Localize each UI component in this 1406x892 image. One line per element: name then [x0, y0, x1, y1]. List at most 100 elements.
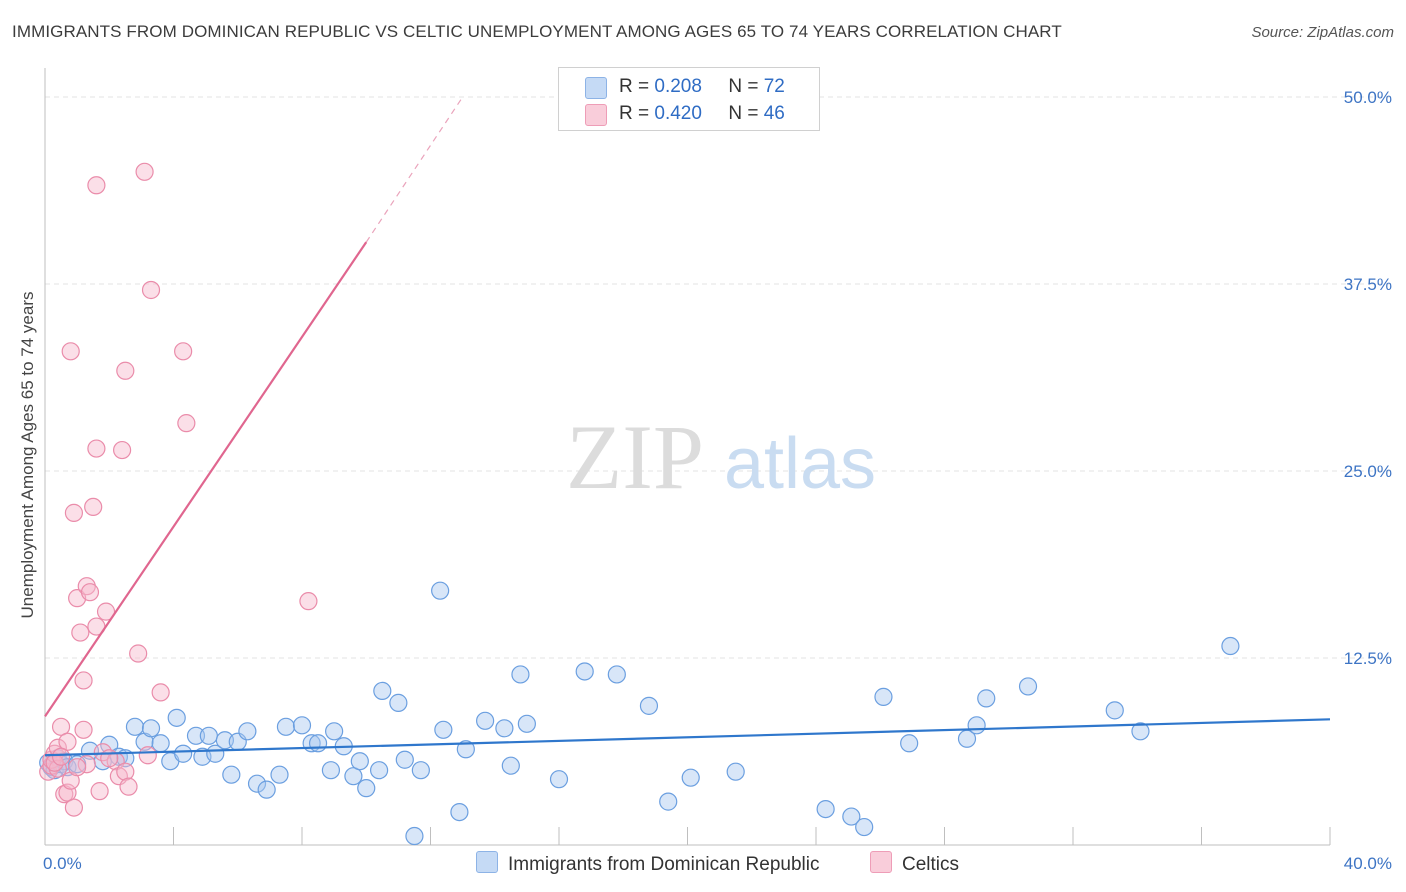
data-point-pink	[116, 762, 135, 781]
y-tick-label: 12.5%	[1344, 649, 1392, 668]
data-point-blue	[395, 750, 414, 769]
data-point-pink	[129, 644, 148, 663]
bottom-legend-pink[interactable]: Celtics	[870, 851, 959, 876]
legend-r-value-pink: 0.420	[654, 103, 702, 124]
data-point-blue	[370, 761, 389, 780]
data-point-blue	[639, 696, 659, 715]
data-point-pink	[51, 747, 71, 766]
y-axis-label: Unemployment Among Ages 65 to 74 years	[18, 291, 37, 619]
data-point-pink	[61, 342, 80, 361]
data-point-blue	[292, 716, 312, 735]
data-point-blue	[174, 744, 193, 763]
data-point-blue	[977, 689, 996, 708]
data-point-blue	[344, 767, 363, 786]
data-point-blue	[247, 774, 267, 793]
data-point-pink	[116, 361, 135, 380]
data-point-blue	[1018, 677, 1038, 696]
bottom-legend-label-pink: Celtics	[902, 854, 960, 875]
data-point-pink	[112, 440, 132, 460]
data-point-blue	[321, 761, 341, 780]
data-point-blue	[726, 762, 745, 781]
data-point-blue	[167, 708, 186, 727]
data-point-blue	[495, 719, 514, 738]
legend-n-value-blue: 72	[763, 76, 785, 97]
data-point-pink	[151, 683, 170, 702]
data-point-blue	[238, 722, 257, 741]
data-point-blue	[842, 807, 861, 826]
data-point-pink	[119, 777, 138, 796]
data-point-pink	[84, 497, 103, 517]
series-celtics	[39, 162, 318, 817]
data-point-blue	[350, 752, 369, 771]
data-point-blue	[549, 770, 569, 789]
data-point-pink	[74, 671, 93, 690]
data-point-pink	[74, 720, 93, 739]
legend-swatch-pink	[585, 104, 607, 126]
trend-line-pink	[44, 241, 368, 717]
data-point-blue	[681, 768, 700, 787]
legend-n-value-pink: 46	[763, 103, 785, 124]
data-point-blue	[900, 734, 919, 753]
stats-legend: R = 0.208 N = 72 R = 0.420 N = 46	[558, 67, 820, 131]
bottom-legend-label-blue: Immigrants from Dominican Republic	[508, 854, 820, 875]
data-point-pink	[64, 503, 84, 522]
legend-n-label: N =	[728, 103, 759, 124]
data-point-pink	[58, 732, 77, 751]
data-point-pink	[68, 758, 87, 777]
data-point-pink	[138, 746, 157, 765]
data-point-blue	[855, 817, 874, 837]
data-point-pink	[174, 342, 193, 361]
data-point-blue	[434, 720, 453, 739]
data-point-pink	[87, 439, 106, 458]
data-point-blue	[257, 780, 276, 799]
data-point-pink	[141, 280, 161, 300]
data-point-blue	[431, 581, 450, 600]
data-point-pink	[135, 162, 154, 181]
data-point-pink	[80, 583, 100, 602]
data-point-blue	[373, 681, 392, 701]
data-point-blue	[517, 714, 536, 733]
data-point-blue	[186, 726, 206, 745]
data-point-pink	[51, 717, 71, 736]
y-tick-label: 25.0%	[1344, 462, 1392, 481]
grid-lines	[45, 96, 1392, 659]
trend-lines	[44, 96, 1331, 757]
data-point-blue	[199, 726, 218, 745]
legend-r-label: R =	[619, 76, 650, 97]
watermark: ZIP atlas	[566, 406, 876, 508]
data-point-blue	[357, 779, 376, 798]
x-tick-label: 40.0%	[1344, 854, 1392, 873]
y-tick-label: 37.5%	[1344, 275, 1392, 294]
data-point-pink	[64, 798, 84, 817]
data-point-blue	[511, 665, 530, 684]
data-point-blue	[141, 719, 161, 738]
bottom-legend-swatch-pink	[870, 851, 892, 873]
data-point-blue	[874, 687, 893, 706]
data-point-blue	[476, 711, 495, 730]
series-immigrants-dominican-republic	[39, 581, 1240, 846]
data-point-blue	[456, 740, 475, 759]
y-tick-label: 50.0%	[1344, 88, 1392, 107]
legend-r-label: R =	[619, 103, 650, 124]
data-point-pink	[177, 414, 196, 433]
data-point-blue	[1131, 722, 1150, 741]
data-point-blue	[411, 761, 430, 780]
data-point-blue	[270, 765, 289, 784]
chart-source: Source: ZipAtlas.com	[1251, 24, 1394, 41]
legend-n-label: N =	[728, 76, 759, 97]
data-point-pink	[71, 623, 90, 642]
data-point-blue	[222, 765, 241, 784]
watermark-atlas: atlas	[724, 424, 876, 504]
data-point-pink	[87, 176, 106, 195]
data-point-blue	[405, 826, 424, 846]
data-point-blue	[816, 799, 835, 819]
data-point-blue	[659, 792, 678, 811]
data-point-blue	[1105, 701, 1124, 720]
trend-line-blue	[44, 718, 1331, 757]
data-point-blue	[575, 662, 594, 681]
data-point-blue	[389, 693, 408, 712]
data-point-blue	[607, 665, 626, 684]
data-point-blue	[501, 756, 520, 775]
bottom-legend-blue[interactable]: Immigrants from Dominican Republic	[476, 851, 820, 876]
